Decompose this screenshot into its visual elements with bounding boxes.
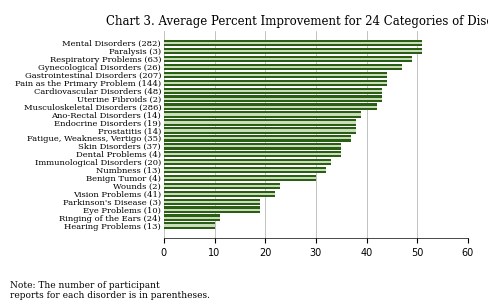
Bar bbox=[163, 151, 341, 153]
Bar bbox=[163, 95, 381, 98]
Title: Chart 3. Average Percent Improvement for 24 Categories of Disorders: Chart 3. Average Percent Improvement for… bbox=[106, 15, 488, 28]
Bar bbox=[163, 92, 381, 94]
Bar bbox=[163, 175, 315, 177]
Bar bbox=[163, 163, 330, 165]
Bar bbox=[163, 127, 356, 129]
Bar bbox=[163, 50, 422, 52]
Bar bbox=[163, 161, 330, 163]
Text: Note: The number of participant
reports for each disorder is in parentheses.: Note: The number of participant reports … bbox=[10, 280, 209, 300]
Bar bbox=[163, 201, 260, 203]
Bar bbox=[163, 100, 381, 102]
Bar bbox=[163, 103, 376, 106]
Bar bbox=[163, 208, 260, 211]
Bar bbox=[163, 187, 280, 189]
Bar bbox=[163, 113, 361, 116]
Bar bbox=[163, 72, 386, 74]
Bar bbox=[163, 190, 275, 193]
Bar bbox=[163, 106, 376, 108]
Bar bbox=[163, 193, 275, 195]
Bar bbox=[163, 179, 315, 181]
Bar bbox=[163, 217, 219, 219]
Bar bbox=[163, 145, 341, 147]
Bar bbox=[163, 211, 260, 213]
Bar bbox=[163, 74, 386, 76]
Bar bbox=[163, 56, 411, 58]
Bar bbox=[163, 199, 260, 201]
Bar bbox=[163, 219, 219, 221]
Bar bbox=[163, 76, 386, 78]
Bar bbox=[163, 135, 351, 137]
Bar bbox=[163, 171, 325, 173]
Bar bbox=[163, 124, 356, 126]
Bar bbox=[163, 64, 401, 66]
Bar bbox=[163, 129, 356, 132]
Bar bbox=[163, 90, 381, 92]
Bar bbox=[163, 60, 411, 62]
Bar bbox=[163, 48, 422, 50]
Bar bbox=[163, 214, 219, 217]
Bar bbox=[163, 143, 341, 145]
Bar bbox=[163, 98, 381, 100]
Bar bbox=[163, 119, 356, 122]
Bar bbox=[163, 147, 341, 150]
Bar bbox=[163, 66, 401, 68]
Bar bbox=[163, 84, 386, 86]
Bar bbox=[163, 224, 214, 227]
Bar bbox=[163, 183, 280, 185]
Bar bbox=[163, 44, 422, 46]
Bar bbox=[163, 40, 422, 42]
Bar bbox=[163, 227, 214, 229]
Bar bbox=[163, 185, 280, 187]
Bar bbox=[163, 155, 341, 158]
Bar bbox=[163, 80, 386, 82]
Bar bbox=[163, 169, 325, 171]
Bar bbox=[163, 222, 214, 224]
Bar bbox=[163, 206, 260, 208]
Bar bbox=[163, 195, 275, 197]
Bar bbox=[163, 140, 351, 142]
Bar bbox=[163, 203, 260, 205]
Bar bbox=[163, 153, 341, 155]
Bar bbox=[163, 122, 356, 124]
Bar bbox=[163, 88, 381, 90]
Bar bbox=[163, 52, 422, 54]
Bar bbox=[163, 58, 411, 60]
Bar bbox=[163, 68, 401, 70]
Bar bbox=[163, 42, 422, 44]
Bar bbox=[163, 137, 351, 140]
Bar bbox=[163, 177, 315, 179]
Bar bbox=[163, 111, 361, 113]
Bar bbox=[163, 82, 386, 84]
Bar bbox=[163, 159, 330, 161]
Bar bbox=[163, 132, 356, 134]
Bar bbox=[163, 108, 376, 110]
Bar bbox=[163, 116, 361, 118]
Bar bbox=[163, 167, 325, 169]
